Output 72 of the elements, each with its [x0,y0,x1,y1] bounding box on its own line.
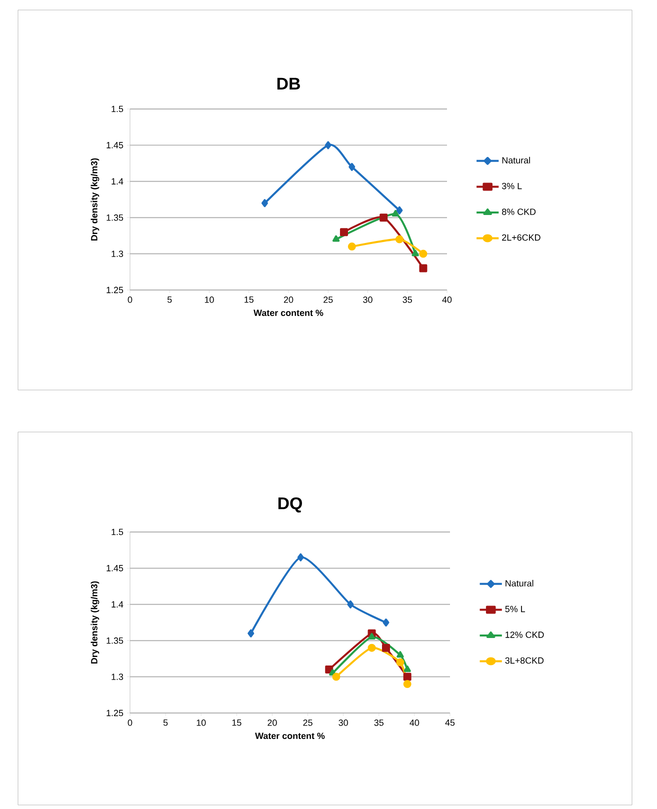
x-tick-label: 30 [338,720,348,726]
point [395,235,404,244]
legend-label: 2L+6CKD [502,234,540,241]
point [368,644,376,652]
point [368,632,376,640]
x-tick-label: 40 [410,720,420,726]
point [324,141,332,150]
point [332,672,340,681]
y-tick-label: 1.3 [112,250,124,257]
x-tick-label: 35 [374,720,384,726]
x-tick-label: 0 [128,720,132,726]
y-tick-label: 1.3 [112,674,124,680]
y-tick-label: 1.25 [106,710,124,716]
y-tick-label: 1.35 [106,637,124,644]
point [396,206,403,214]
point [348,242,356,251]
x-tick-label: 0 [128,296,132,303]
x-tick-label: 5 [167,296,172,303]
point [332,235,340,242]
y-axis-title: Dry density (kg/m3) [90,581,100,664]
x-tick-label: 20 [284,296,294,303]
point [261,199,268,208]
point [403,672,412,681]
point [403,680,412,688]
legend-label: Natural [502,156,530,164]
x-tick-label: 35 [402,296,412,303]
y-tick-label: 1.5 [112,528,124,536]
y-tick-label: 1.35 [106,214,124,221]
x-tick-label: 25 [303,720,312,726]
point [419,264,428,272]
x-axis-title: Water content % [255,732,325,740]
point [396,658,404,666]
y-tick-label: 1.5 [112,106,124,112]
x-tick-label: 15 [244,296,254,303]
y-tick-label: 1.25 [106,286,124,294]
x-tick-label: 15 [232,720,242,726]
y-tick-label: 1.4 [112,178,124,184]
legend-label: 12% CKD [506,632,544,638]
x-tick-label: 30 [363,296,372,303]
y-axis-title: Dry density (kg/m3) [90,158,100,240]
legend-label: 8% CKD [502,208,536,215]
point [380,214,388,222]
y-tick-label: 1.45 [106,142,124,148]
point [419,250,428,258]
point [297,553,304,562]
point [348,162,356,171]
x-tick-label: 10 [204,296,214,303]
x-tick-label: 10 [196,720,206,726]
point [382,644,390,652]
x-tick-label: 5 [163,720,168,726]
x-tick-label: 20 [268,720,277,726]
point [404,666,411,672]
legend-label: 5% L [505,606,526,612]
legend-label: 3L+8CKD [505,657,544,664]
x-axis-title: Water content % [254,310,324,316]
point [382,618,390,626]
point [392,210,400,216]
point [325,666,334,674]
x-tick-label: 40 [442,296,452,303]
point [347,600,354,608]
point [412,250,419,256]
x-tick-label: 25 [324,296,333,303]
y-tick-label: 1.45 [106,565,124,572]
legend-label: Natural [506,580,534,586]
y-tick-label: 1.4 [112,601,124,608]
point [340,228,348,236]
chart-title: DQ [278,497,302,512]
point [396,651,404,658]
point [248,629,254,638]
chart-title: DB [277,78,300,90]
legend-label: 3% L [502,182,522,190]
x-tick-label: 45 [445,720,455,726]
